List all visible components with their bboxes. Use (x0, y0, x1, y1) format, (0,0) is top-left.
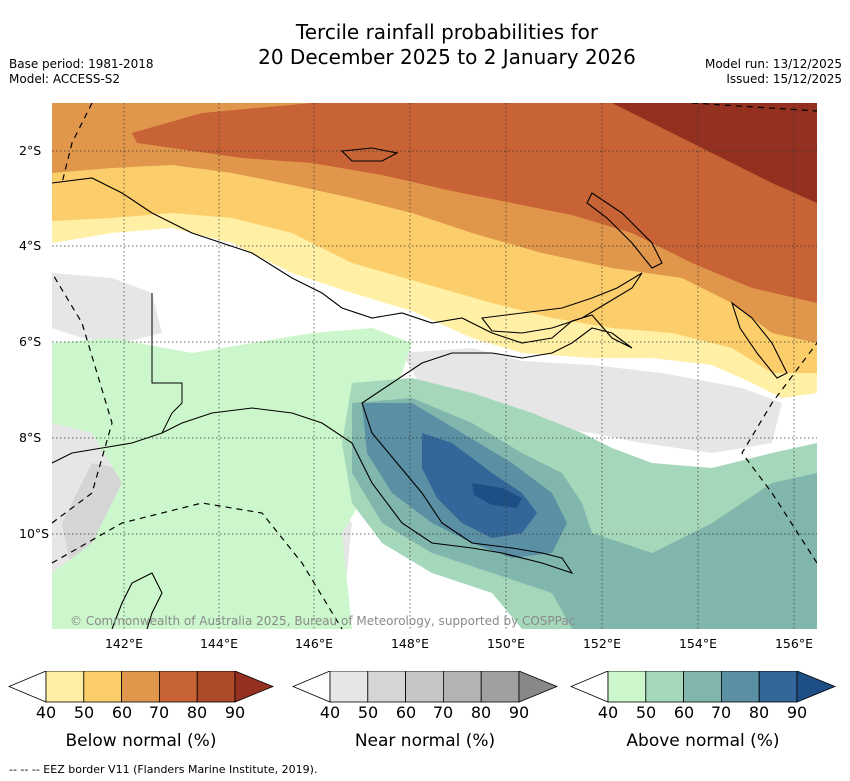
legend-tick: 80 (748, 703, 770, 722)
legend-tick: 80 (470, 703, 492, 722)
map-title: Tercile rainfall probabilities for 20 De… (200, 20, 694, 70)
lat-label: 8°S (19, 430, 42, 445)
colorbar-segment (83, 670, 123, 703)
colorbar-segment (442, 670, 482, 703)
legend-tick: 60 (673, 703, 695, 722)
lon-label: 152°E (582, 636, 621, 651)
lon-label: 144°E (199, 636, 238, 651)
colorbar-segment (683, 670, 722, 703)
colorbar-segment (329, 670, 369, 703)
colorbar-segment (405, 670, 444, 703)
colorbar-over-arrow (518, 670, 559, 703)
issued-date: Issued: 15/12/2025 (726, 72, 842, 86)
colorbar-over-arrow (796, 670, 837, 703)
legend-tick: 60 (111, 703, 133, 722)
lat-label: 2°S (19, 143, 42, 158)
legend-label-below: Below normal (%) (65, 731, 217, 751)
legend-tick: 70 (148, 703, 170, 722)
below-normal-80-region (612, 103, 817, 203)
legend-tick: 50 (73, 703, 95, 722)
title-line-1: Tercile rainfall probabilities for (295, 20, 599, 44)
colorbar-below-normal (7, 670, 275, 703)
near-normal-40-region-northwest (52, 273, 162, 343)
colorbar-segment (45, 670, 85, 703)
base-period: Base period: 1981-2018 (9, 57, 154, 71)
title-line-2: 20 December 2025 to 2 January 2026 (258, 45, 636, 69)
lon-label: 146°E (294, 636, 333, 651)
lon-label: 142°E (104, 636, 143, 651)
model-run: Model run: 13/12/2025 (704, 57, 842, 71)
lon-label: 156°E (774, 636, 813, 651)
colorbar-segment (196, 670, 236, 703)
legend-tick: 70 (432, 703, 454, 722)
colorbar-segment (645, 670, 685, 703)
legend-label-above: Above normal (%) (626, 731, 780, 751)
meta-right: Model run: 13/12/2025 Issued: 15/12/2025 (705, 57, 842, 87)
legend-tick: 40 (597, 703, 619, 722)
eez-border-east (691, 103, 817, 564)
meta-left: Base period: 1981-2018 Model: ACCESS-S2 (9, 57, 154, 87)
colorbar-segment (158, 670, 198, 703)
lat-label: 6°S (19, 334, 42, 349)
legend-tick: 70 (710, 703, 732, 722)
coastline-new-guinea (52, 177, 633, 575)
above-normal-90-region (472, 483, 522, 508)
legend-tick: 90 (786, 703, 808, 722)
legend-near-normal (291, 670, 559, 707)
colorbar-near-normal (291, 670, 559, 703)
coastline-australia (111, 572, 163, 629)
legend-tick: 90 (508, 703, 530, 722)
coastline-new-ireland (586, 192, 663, 269)
legend-below-normal (7, 670, 275, 707)
legend-label-near: Near normal (%) (354, 731, 496, 751)
colorbar-segment (720, 670, 760, 703)
colorbar-under-arrow (291, 670, 331, 703)
legend-tick: 40 (35, 703, 57, 722)
legend-tick: 90 (224, 703, 246, 722)
map-panel (52, 103, 817, 629)
copyright-text: © Commonwealth of Australia 2025, Bureau… (70, 614, 576, 628)
legend-tick: 50 (635, 703, 657, 722)
model-name: Model: ACCESS-S2 (9, 72, 121, 86)
colorbar-segment (367, 670, 407, 703)
colorbar-segment (121, 670, 160, 703)
lat-label: 10°S (19, 526, 50, 541)
below-normal-70-region (132, 103, 817, 303)
legend-tick: 50 (357, 703, 379, 722)
legend-tick: 40 (319, 703, 341, 722)
rainfall-map (52, 103, 817, 629)
coastline-new-britain (480, 272, 643, 334)
colorbar-over-arrow (234, 670, 275, 703)
eez-footnote: -- -- -- EEZ border V11 (Flanders Marine… (9, 763, 318, 776)
colorbar-segment (480, 670, 520, 703)
lon-label: 154°E (678, 636, 717, 651)
colorbar-segment (607, 670, 647, 703)
lon-label: 150°E (486, 636, 525, 651)
legend-tick: 80 (186, 703, 208, 722)
lat-label: 4°S (19, 238, 42, 253)
legend-above-normal (569, 670, 837, 707)
colorbar-segment (758, 670, 798, 703)
colorbar-under-arrow (569, 670, 609, 703)
gridlines (52, 103, 817, 629)
coastline-bougainville (730, 301, 788, 379)
coastline-manus (340, 147, 399, 162)
colorbar-under-arrow (7, 670, 47, 703)
country-border (151, 293, 183, 434)
lon-label: 148°E (390, 636, 429, 651)
eez-border-south (52, 502, 343, 629)
colorbar-above-normal (569, 670, 837, 703)
near-normal-40-region-centre (402, 348, 782, 453)
eez-border-north (52, 103, 113, 524)
legend-tick: 60 (395, 703, 417, 722)
